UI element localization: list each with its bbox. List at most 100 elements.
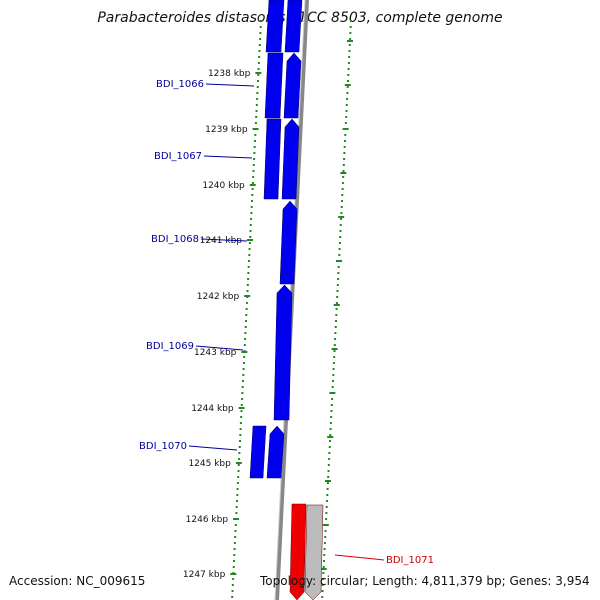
inner-ring-dot <box>344 134 347 136</box>
inner-ring-dot <box>323 560 325 562</box>
topology-summary: Topology: circular; Length: 4,811,379 bp… <box>260 574 590 588</box>
outer-ring-dot <box>236 494 239 496</box>
gene-bdi-1066-outer <box>264 52 284 119</box>
outer-ring-dot <box>237 470 240 472</box>
inner-ring-dot <box>338 248 341 250</box>
outer-ring-dot <box>259 32 262 34</box>
kbp-tick-label: 1245 kbp <box>188 459 231 469</box>
inner-ring-dot <box>347 62 350 64</box>
inner-ring-dot <box>321 596 324 598</box>
outer-ring-dot <box>254 134 257 136</box>
outer-ring-dot <box>233 560 235 562</box>
inner-ring-dot <box>342 170 345 172</box>
inner-ring-dot <box>341 200 343 202</box>
gene-bdi-1066-arrow <box>283 52 302 119</box>
outer-ring-dot <box>237 476 240 478</box>
outer-ring-dot <box>245 314 248 316</box>
inner-ring-dot <box>328 452 331 454</box>
gene-leader-line <box>188 445 238 451</box>
inner-ring-dot <box>333 350 336 352</box>
inner-ring-dot <box>345 110 348 112</box>
inner-ring-dot <box>326 500 328 502</box>
inner-ring-dot <box>331 398 334 400</box>
gene-label-bdi-1067: BDI_1067 <box>154 151 202 162</box>
gene-leader-line <box>205 83 255 87</box>
inner-ring-dot <box>325 512 328 514</box>
inner-ring-dot <box>326 482 329 484</box>
outer-ring-dot <box>236 488 239 490</box>
outer-ring-dot <box>239 434 242 436</box>
outer-ring-dot <box>253 152 256 154</box>
inner-ring-dot <box>324 530 327 532</box>
inner-ring-dot <box>339 224 342 226</box>
outer-ring-dot <box>248 260 250 262</box>
inner-ring-dot <box>332 374 335 376</box>
gene-label-bdi-1068: BDI_1068 <box>151 234 199 245</box>
inner-ring-dot <box>335 308 338 310</box>
inner-ring-dot <box>328 458 331 460</box>
outer-ring-dot <box>247 272 250 274</box>
inner-ring-dot <box>337 272 340 274</box>
outer-ring-dot <box>231 590 234 592</box>
kbp-tick-label: 1238 kbp <box>208 69 251 79</box>
inner-ring-dot <box>321 584 324 586</box>
gene-label-bdi-1066: BDI_1066 <box>156 79 204 90</box>
inner-ring-dash <box>338 216 345 218</box>
inner-ring-dot <box>325 518 328 520</box>
inner-ring-dot <box>334 326 337 328</box>
inner-ring-dot <box>322 566 325 568</box>
outer-ring-dot <box>231 584 234 586</box>
outer-ring-dot <box>249 236 252 238</box>
outer-ring-dot <box>236 482 239 484</box>
inner-ring-dot <box>329 440 331 442</box>
inner-ring-dot <box>323 542 326 544</box>
outer-ring-dot <box>241 398 244 400</box>
outer-ring-dot <box>234 524 237 526</box>
inner-ring-dot <box>329 422 332 424</box>
outer-ring-dot <box>237 464 240 466</box>
inner-ring-dot <box>326 494 329 496</box>
outer-ring-dot <box>252 170 255 172</box>
outer-ring-dot <box>253 158 256 160</box>
outer-ring-dot <box>257 80 259 82</box>
inner-ring-dot <box>336 290 339 292</box>
inner-ring-dot <box>347 80 349 82</box>
outer-ring-dot <box>246 290 249 292</box>
outer-ring-dot <box>240 410 243 412</box>
outer-ring-dot <box>241 392 244 394</box>
outer-ring-dot <box>243 356 246 358</box>
outer-ring-dot <box>232 578 235 580</box>
inner-ring-dot <box>322 578 325 580</box>
outer-ring-dot <box>259 38 262 40</box>
gene-segment-upper-inner <box>284 0 303 53</box>
outer-ring-dot <box>252 164 255 166</box>
inner-ring-dot <box>342 176 345 178</box>
gene-bdi-1071-shadow <box>304 504 324 600</box>
outer-ring-dot <box>250 212 253 214</box>
kbp-tick-mark <box>238 407 245 409</box>
inner-ring-dot <box>342 164 345 166</box>
inner-ring-dot <box>333 356 336 358</box>
outer-ring-dot <box>254 122 257 124</box>
inner-ring-dot <box>332 368 335 370</box>
outer-ring-dot <box>244 332 247 334</box>
outer-ring-dot <box>247 278 250 280</box>
kbp-tick-label: 1240 kbp <box>202 181 245 191</box>
inner-ring-dot <box>347 74 350 76</box>
inner-ring-dot <box>329 434 332 436</box>
gene-bdi-1068-arrow <box>279 200 298 285</box>
inner-ring-dot <box>341 194 344 196</box>
kbp-tick-label: 1247 kbp <box>183 570 226 580</box>
outer-ring-dot <box>256 98 259 100</box>
outer-ring-dot <box>245 308 248 310</box>
outer-ring-dot <box>254 140 256 142</box>
outer-ring-dot <box>255 110 258 112</box>
inner-ring-dash <box>347 40 353 42</box>
inner-ring-dot <box>330 416 333 418</box>
outer-ring-dot <box>240 416 243 418</box>
gene-leader-line <box>334 554 385 561</box>
outer-ring-dot <box>242 362 245 364</box>
inner-ring-dash <box>320 568 327 570</box>
inner-ring-dot <box>332 362 335 364</box>
